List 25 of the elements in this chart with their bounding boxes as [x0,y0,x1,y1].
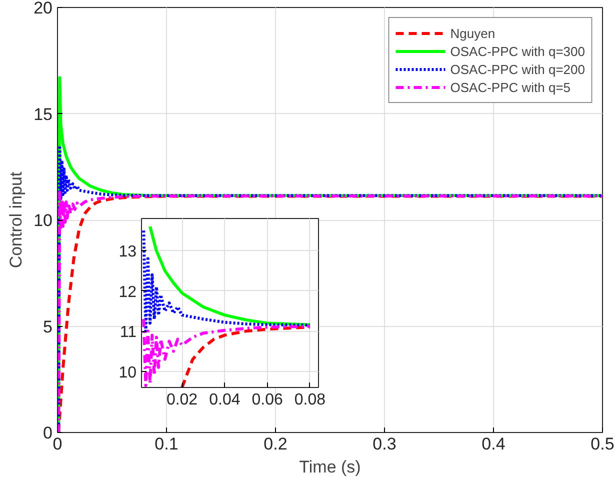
legend-label: OSAC-PPC with q=300 [450,42,585,60]
y-tick-label: 10 [118,364,137,382]
x-axis-title: Time (s) [299,458,361,476]
x-tick-label: 0.2 [264,434,288,454]
x-tick-label: 0.5 [590,434,614,454]
y-axis-title: Control input [6,172,26,268]
line-series [142,318,312,387]
y-tick-label: 15 [34,104,53,124]
x-tick-label: 0.1 [154,434,178,454]
legend-label: Nguyen [450,24,496,42]
y-tick-label: 5 [43,317,53,336]
y-tick-label: 12 [118,284,137,301]
y-tick-label: 10 [34,211,53,230]
x-tick-label: 0.08 [294,392,326,408]
legend-label: OSAC-PPC with q=5 [450,78,571,96]
y-tick-label: 20 [34,0,53,18]
line-series [180,326,312,388]
y-tick-label: 13 [118,244,137,261]
x-tick-label: 0.02 [166,392,198,408]
x-tick-label: 0.3 [372,434,396,454]
y-tick-label: 11 [120,324,137,342]
x-tick-label: 0.4 [482,434,506,454]
legend-label: OSAC-PPC with q=200 [450,60,585,78]
x-tick-label: 0.06 [252,392,283,408]
x-tick-label: 0.04 [209,392,240,408]
